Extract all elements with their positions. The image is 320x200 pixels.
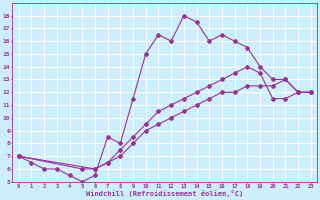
- X-axis label: Windchill (Refroidissement éolien,°C): Windchill (Refroidissement éolien,°C): [86, 190, 244, 197]
